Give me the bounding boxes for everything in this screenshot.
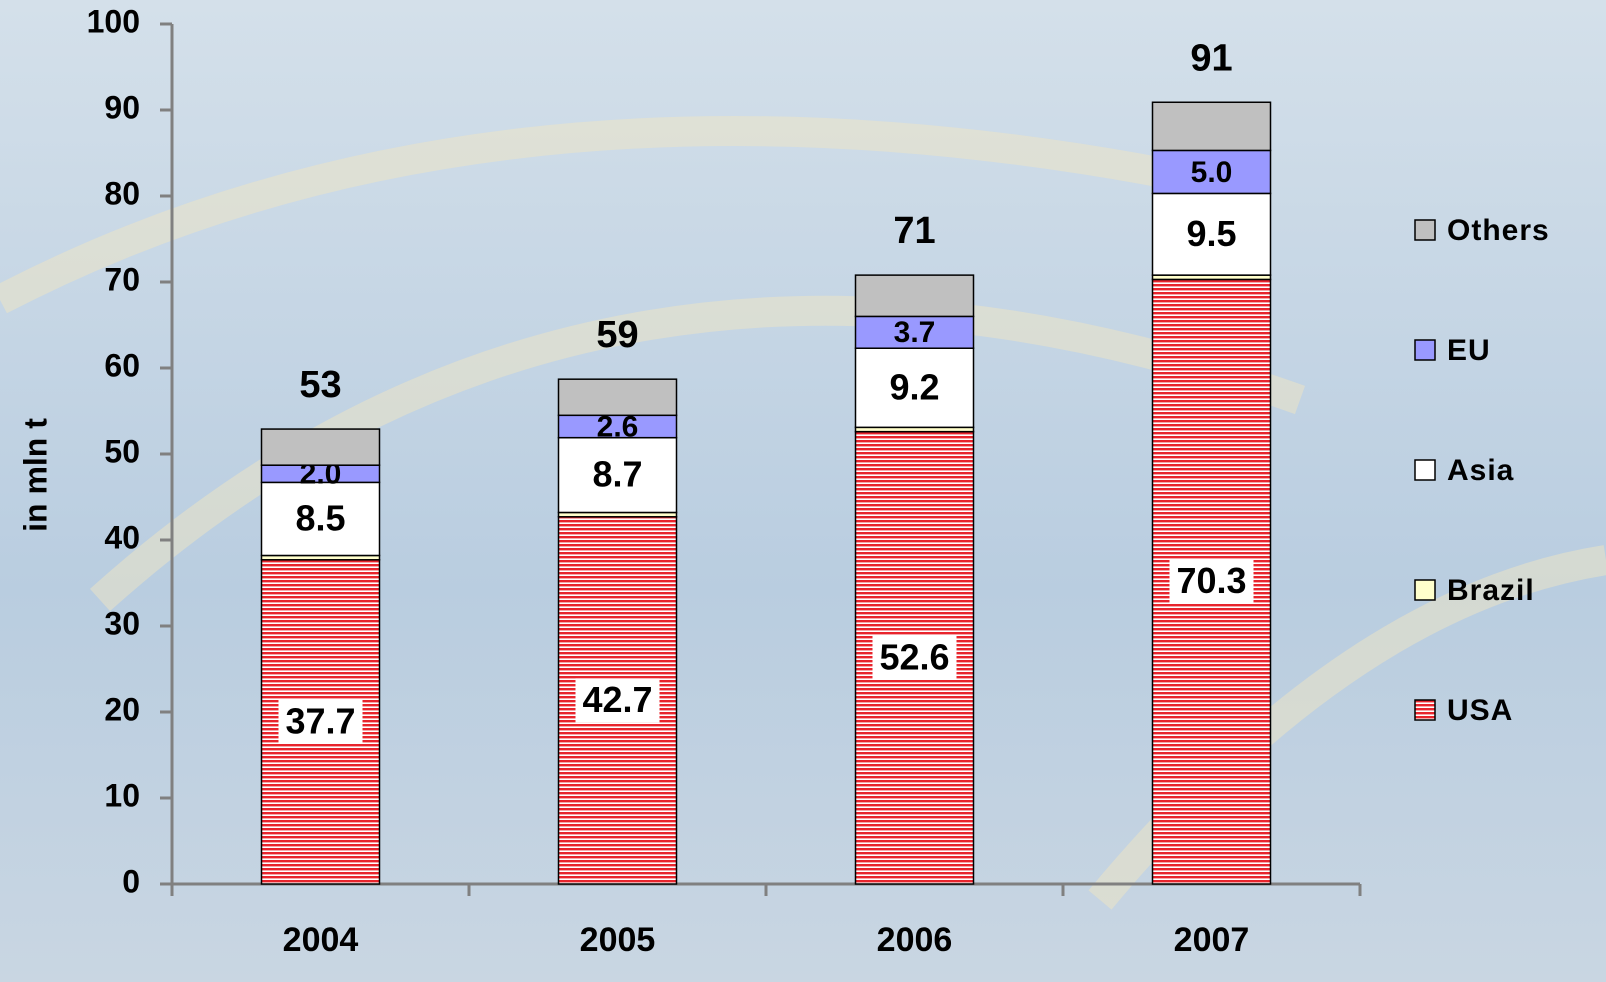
y-tick-label: 30 [104,605,140,641]
data-label: 52.6 [879,636,949,677]
y-tick-label: 50 [104,433,140,469]
data-label: 37.7 [285,700,355,741]
y-tick-label: 100 [87,3,140,39]
chart: in mln t 0 10 20 30 40 50 60 70 80 90 100 2004 37.7 8… [0,0,1606,982]
legend-label: EU [1447,334,1491,367]
y-tick-label: 40 [104,519,140,555]
legend-label: Others [1447,214,1550,247]
y-axis-label: in mln t [17,418,53,532]
data-label: 8.7 [592,454,642,495]
data-label: 9.2 [889,366,939,407]
legend-label: Asia [1447,454,1514,487]
bar-segment [856,275,974,316]
bar-segment [1153,102,1271,150]
bar-segment [262,429,380,465]
x-tick-label: 2004 [283,921,359,959]
y-tick-label: 20 [104,691,140,727]
total-label: 91 [1190,37,1232,79]
total-label: 59 [596,314,638,356]
data-label: 5.0 [1191,156,1233,189]
legend-swatch [1415,340,1435,360]
legend-swatch [1415,220,1435,240]
legend-label: USA [1447,694,1513,727]
y-tick-label: 10 [104,777,140,813]
y-tick-label: 80 [104,175,140,211]
y-tick-label: 90 [104,89,140,125]
legend-swatch [1415,700,1435,720]
y-tick-label: 0 [122,863,140,899]
data-label: 42.7 [582,679,652,720]
legend-swatch [1415,580,1435,600]
data-label: 3.7 [894,316,936,349]
total-label: 53 [299,364,341,406]
page: {"chart_data": {"type": "stacked-bar", "… [0,0,1606,982]
total-label: 71 [893,210,935,252]
x-tick-label: 2006 [877,921,953,959]
x-tick-label: 2005 [580,921,656,959]
y-tick-label: 70 [104,261,140,297]
data-label: 9.5 [1186,213,1236,254]
legend-label: Brazil [1447,574,1535,607]
legend-swatch [1415,460,1435,480]
y-tick-label: 60 [104,347,140,383]
bar-segment [559,379,677,415]
x-tick-label: 2007 [1174,921,1250,959]
data-label: 70.3 [1176,560,1246,601]
data-label: 8.5 [295,497,345,538]
